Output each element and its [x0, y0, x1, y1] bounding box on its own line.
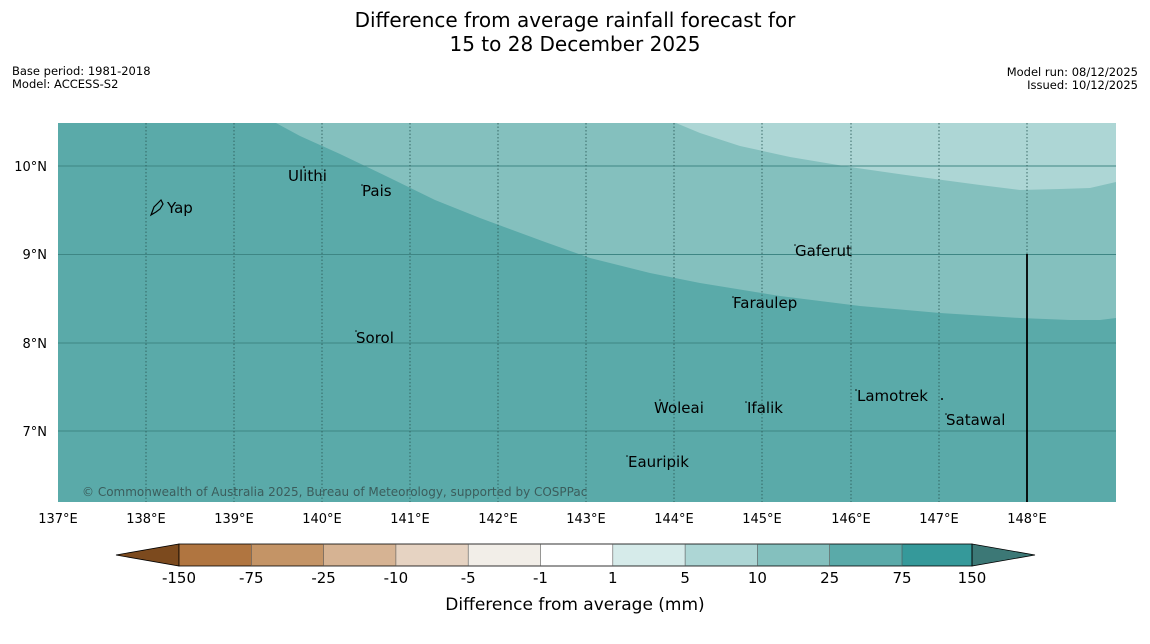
x-tick-147e: 147°E: [919, 512, 959, 527]
place-sorol: Sorol: [356, 329, 394, 347]
meta-left: Base period: 1981-2018 Model: ACCESS-S2: [12, 65, 151, 91]
x-tick-145e: 145°E: [742, 512, 782, 527]
x-axis-ticks: 137°E 138°E 139°E 140°E 141°E 142°E 143°…: [38, 512, 1047, 527]
model-name: Model: ACCESS-S2: [12, 77, 119, 91]
colorbar-extend-low: [115, 543, 180, 567]
x-tick-138e: 138°E: [126, 512, 166, 527]
colorbar-tick: -25: [311, 569, 336, 587]
base-period: Base period: 1981-2018: [12, 64, 151, 78]
colorbar-dividers: [251, 544, 903, 566]
copyright-notice: © Commonwealth of Australia 2025, Bureau…: [82, 485, 587, 499]
island-dots: [303, 166, 947, 457]
colorbar-tick: -75: [239, 569, 264, 587]
issued-date: Issued: 10/12/2025: [1027, 78, 1138, 92]
colorbar-tick: -10: [384, 569, 409, 587]
band-10: [676, 123, 1116, 190]
colorbar-tick: -1: [533, 569, 548, 587]
colorbar-tick: 1: [608, 569, 618, 587]
colorbar-tick: 150: [958, 569, 987, 587]
model-run: Model run: 08/12/2025: [1006, 65, 1138, 79]
x-tick-137e: 137°E: [38, 512, 78, 527]
colorbar: -150 -75 -25 -10 -5 -1 1 5 10 25 75 150 …: [115, 543, 1036, 615]
colorbar-tick: 5: [680, 569, 690, 587]
colorbar-cell-3: [323, 544, 396, 566]
place-gaferut: Gaferut: [795, 242, 852, 260]
title-line-2: 15 to 28 December 2025: [449, 32, 701, 56]
colorbar-tick: -150: [162, 569, 196, 587]
colorbar-cell-6: [540, 544, 613, 566]
place-satawal: Satawal: [946, 411, 1005, 429]
colorbar-tick: 10: [748, 569, 767, 587]
x-tick-148e: 148°E: [1007, 512, 1047, 527]
y-tick-9n: 9°N: [23, 248, 48, 263]
colorbar-tick: 25: [820, 569, 839, 587]
x-tick-142e: 142°E: [478, 512, 518, 527]
colorbar-cell-5: [468, 544, 541, 566]
colorbar-extend-high: [971, 543, 1036, 567]
colorbar-tick: 75: [892, 569, 911, 587]
x-tick-143e: 143°E: [566, 512, 606, 527]
colorbar-cell-7: [612, 544, 686, 566]
place-lamotrek: Lamotrek: [857, 387, 928, 405]
colorbar-cell-4: [395, 544, 469, 566]
x-tick-140e: 140°E: [302, 512, 342, 527]
place-ifalik: Ifalik: [747, 399, 783, 417]
place-ulithi: Ulithi: [288, 167, 327, 185]
place-pais: Pais: [362, 182, 392, 200]
colorbar-cell-2: [251, 544, 324, 566]
colorbar-cell-10: [829, 544, 902, 566]
x-tick-139e: 139°E: [214, 512, 254, 527]
y-tick-7n: 7°N: [23, 425, 48, 440]
colorbar-cell-11: [902, 544, 972, 566]
colorbar-cell-9: [757, 544, 830, 566]
x-tick-144e: 144°E: [654, 512, 694, 527]
colorbar-cell-8: [685, 544, 758, 566]
place-woleai: Woleai: [654, 399, 704, 417]
colorbar-label: Difference from average (mm): [445, 595, 704, 615]
colorbar-tick: -5: [461, 569, 476, 587]
colorbar-outline: [178, 543, 973, 567]
y-tick-8n: 8°N: [23, 337, 48, 352]
title-line-1: Difference from average rainfall forecas…: [354, 8, 796, 32]
rainfall-map: Yap Ulithi Pais Gaferut Faraulep Sorol L…: [58, 123, 1116, 502]
meta-right: Model run: 08/12/2025 Issued: 10/12/2025: [1007, 66, 1138, 92]
place-faraulep: Faraulep: [733, 294, 797, 312]
x-tick-146e: 146°E: [831, 512, 871, 527]
map-title: Difference from average rainfall forecas…: [0, 8, 1150, 56]
y-tick-10n: 10°N: [14, 160, 47, 175]
longitude-lines: [145, 123, 1028, 502]
place-eauripik: Eauripik: [628, 453, 689, 471]
yap-island: [149, 198, 164, 217]
y-axis-ticks: 10°N 9°N 8°N 7°N: [14, 160, 47, 440]
place-yap: Yap: [166, 199, 193, 217]
x-tick-141e: 141°E: [390, 512, 430, 527]
colorbar-cell-1: [179, 544, 252, 566]
